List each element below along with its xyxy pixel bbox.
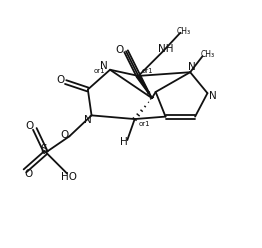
- Text: N: N: [188, 62, 195, 72]
- Text: CH₃: CH₃: [177, 27, 191, 36]
- Text: O: O: [26, 121, 34, 131]
- Text: HO: HO: [61, 172, 77, 182]
- Text: CH₃: CH₃: [200, 50, 215, 60]
- Text: N: N: [209, 91, 217, 101]
- Text: S: S: [40, 144, 47, 154]
- Text: or1: or1: [141, 68, 153, 74]
- Text: NH: NH: [158, 44, 173, 54]
- Text: O: O: [116, 45, 124, 55]
- Polygon shape: [137, 75, 152, 98]
- Text: N: N: [100, 61, 108, 71]
- Text: O: O: [25, 169, 33, 179]
- Text: O: O: [57, 75, 65, 85]
- Text: H: H: [120, 137, 128, 148]
- Text: O: O: [60, 130, 69, 140]
- Text: or1: or1: [93, 68, 105, 74]
- Text: or1: or1: [138, 122, 150, 127]
- Text: N: N: [84, 115, 92, 125]
